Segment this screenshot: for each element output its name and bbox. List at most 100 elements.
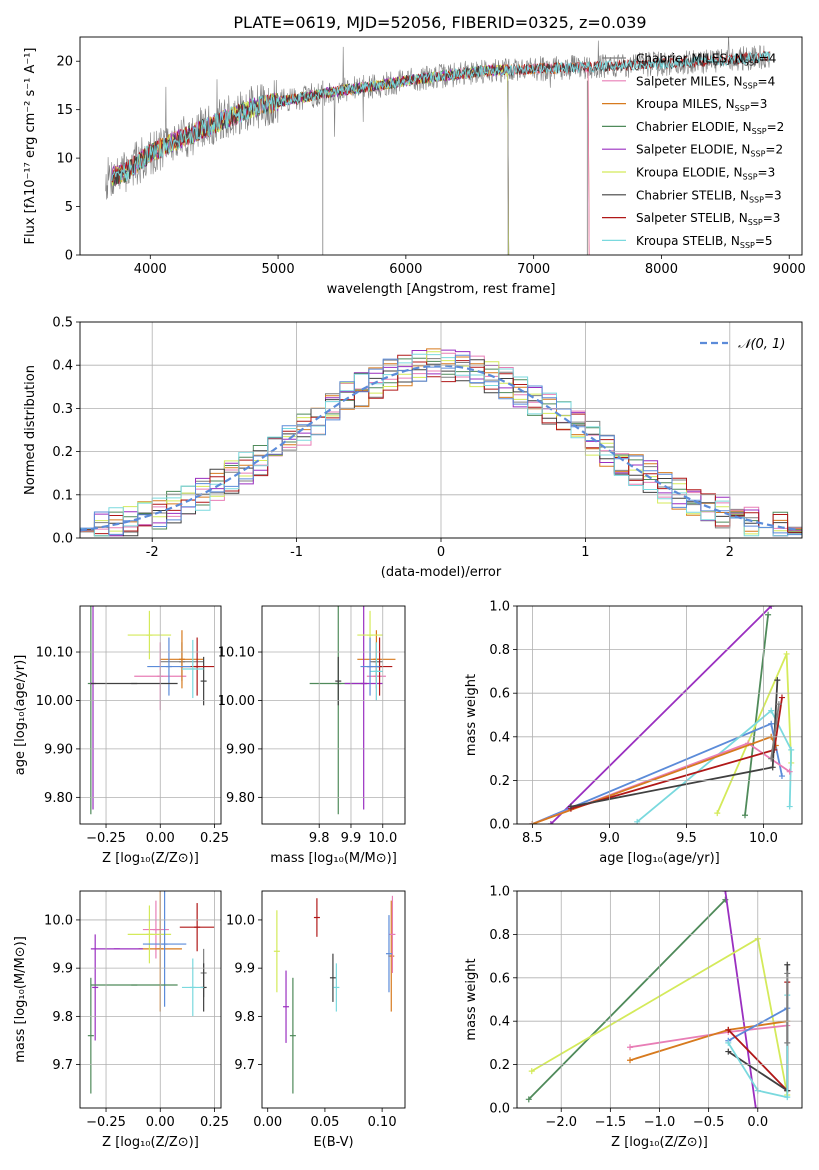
spectrum-model-c6 [111,51,771,186]
x-axis-label: Z [log₁₀(Z/Z⊙)] [102,1135,199,1150]
weight-marker [742,812,748,819]
y-axis-label: Flux [fλ10⁻¹⁷ erg cm⁻² s⁻¹ A⁻¹] [23,48,38,245]
y-tick-label: 0.6 [489,687,510,702]
x-tick-label: -2 [146,545,159,560]
legend-label: Chabrier ELODIE, NSSP=2 [636,120,784,136]
y-tick-label: 0.2 [489,1058,510,1073]
y-tick-label: 1.0 [489,885,510,900]
x-tick-label: 0.25 [200,1115,229,1130]
y-tick-label: 20 [56,55,73,70]
axes-frame [261,605,406,825]
x-tick-label: 9.9 [341,831,362,846]
plot-area [309,606,396,815]
weight-line-c0 [770,703,780,759]
weight-line-c3 [744,614,769,816]
x-tick-label: 7000 [517,262,550,277]
weight-line-c7 [570,697,783,810]
x-tick-label: −0.25 [86,1115,126,1130]
y-tick-label: 9.80 [226,791,255,806]
y-tick-label: 9.7 [234,1058,255,1073]
legend-label: Chabrier MILES, NSSP=4 [636,52,776,68]
x-tick-label: 6000 [389,262,422,277]
weight-marker [784,961,791,968]
x-tick-label: 9000 [773,262,806,277]
weight-marker [714,810,721,817]
x-axis-label: age [log₁₀(age/yr)] [599,851,720,866]
x-tick-label: 8000 [645,262,678,277]
legend-label: 𝒩(0, 1) [738,337,785,352]
weight-marker [788,746,795,753]
charts-layer: 4000 5000 6000 7000 8000 900005101520waveleng… [13,36,806,1150]
x-axis-label: E(B-V) [313,1135,353,1150]
y-tick-label: 0.0 [489,818,510,833]
x-tick-label: 0.0 [747,1115,768,1130]
x-tick-label: 0.00 [253,1115,282,1130]
spectrum-model-c8 [111,51,771,182]
y-tick-label: 0.1 [52,488,73,503]
y-axis-label: mass weight [464,958,479,1040]
y-tick-label: 15 [56,103,73,118]
axes-frame [261,890,406,1109]
y-tick-label: 0 [65,249,73,264]
legend-label: Salpeter STELIB, NSSP=3 [636,211,780,227]
normal-curve [80,364,800,532]
y-tick-label: 10.10 [218,646,255,661]
y-tick-label: 10.10 [36,646,73,661]
x-tick-label: −1.0 [644,1115,676,1130]
x-tick-label: 0.00 [146,1115,175,1130]
plot-area [529,606,795,824]
y-axis-label: mass weight [464,674,479,756]
x-tick-label: 4000 [134,262,167,277]
x-axis-label: Z [log₁₀(Z/Z⊙)] [102,851,199,866]
weight-marker [783,650,790,657]
y-tick-label: 10.0 [44,913,73,928]
weight-marker [768,755,775,762]
weight-marker [627,1044,634,1051]
x-tick-label: 2 [726,545,734,560]
weight-line-c3 [528,899,726,1100]
plot-area [525,891,791,1108]
y-tick-label: 9.9 [52,962,73,977]
x-tick-label: −2.0 [545,1115,577,1130]
y-tick-label: 0.4 [489,1015,510,1030]
legend-label: Kroupa MILES, NSSP=3 [636,97,767,113]
weight-marker [722,891,729,894]
axes-frame [79,890,222,1109]
x-tick-label: 10.0 [368,831,397,846]
chart-age_vs_mass: 9.8 9.9 10.0 9.80 9.90 10.00 10.10 mass [log₁₀(… [218,605,406,866]
y-tick-label: 0.4 [489,730,510,745]
y-tick-label: 10.0 [226,913,255,928]
axes-frame [516,605,803,825]
axes-frame [79,36,803,256]
x-axis-label: Z [log₁₀(Z/Z⊙)] [611,1135,708,1150]
plot-area [105,37,771,255]
x-tick-label: 8.5 [522,831,543,846]
weight-line-c8 [727,995,789,1099]
y-tick-label: 0.2 [489,774,510,789]
weight-marker [627,1057,634,1064]
weight-marker [774,677,781,684]
x-tick-label: 0.00 [146,831,175,846]
chart-mass_vs_Z: −0.25 0.00 0.25 9.7 9.8 9.9 10.0 Z [log₁₀(Z/Z⊙)… [13,890,229,1150]
axes-frame [516,890,803,1109]
y-tick-label: 0.4 [52,359,73,374]
axes-frame [79,321,803,539]
chart-weight_vs_Z: −2.0 −1.5 −1.0 −0.5 0.0 0.0 0.2 0.4 0.6 0.8 1.0 Z [… [464,885,803,1150]
y-tick-label: 0.6 [489,971,510,986]
y-axis-label: mass [log₁₀(M/M⊙)] [13,936,28,1063]
y-tick-label: 10.00 [218,694,255,709]
y-tick-label: 9.8 [52,1010,73,1025]
plot-area [273,895,396,1094]
y-tick-label: 0.3 [52,402,73,417]
spectrum-model-c4 [111,64,510,255]
y-tick-label: 9.7 [52,1058,73,1073]
weight-marker [725,1039,732,1046]
weight-marker [547,821,554,824]
legend-label: Salpeter MILES, NSSP=4 [636,74,775,90]
chart-age_vs_Z: −0.25 0.00 0.25 9.80 9.90 10.00 10.10 Z [log₁₀(… [13,605,229,866]
x-tick-label: 5000 [262,262,295,277]
weight-line-c4 [550,606,772,824]
y-tick-label: 9.80 [44,791,73,806]
weight-marker [725,1048,732,1055]
